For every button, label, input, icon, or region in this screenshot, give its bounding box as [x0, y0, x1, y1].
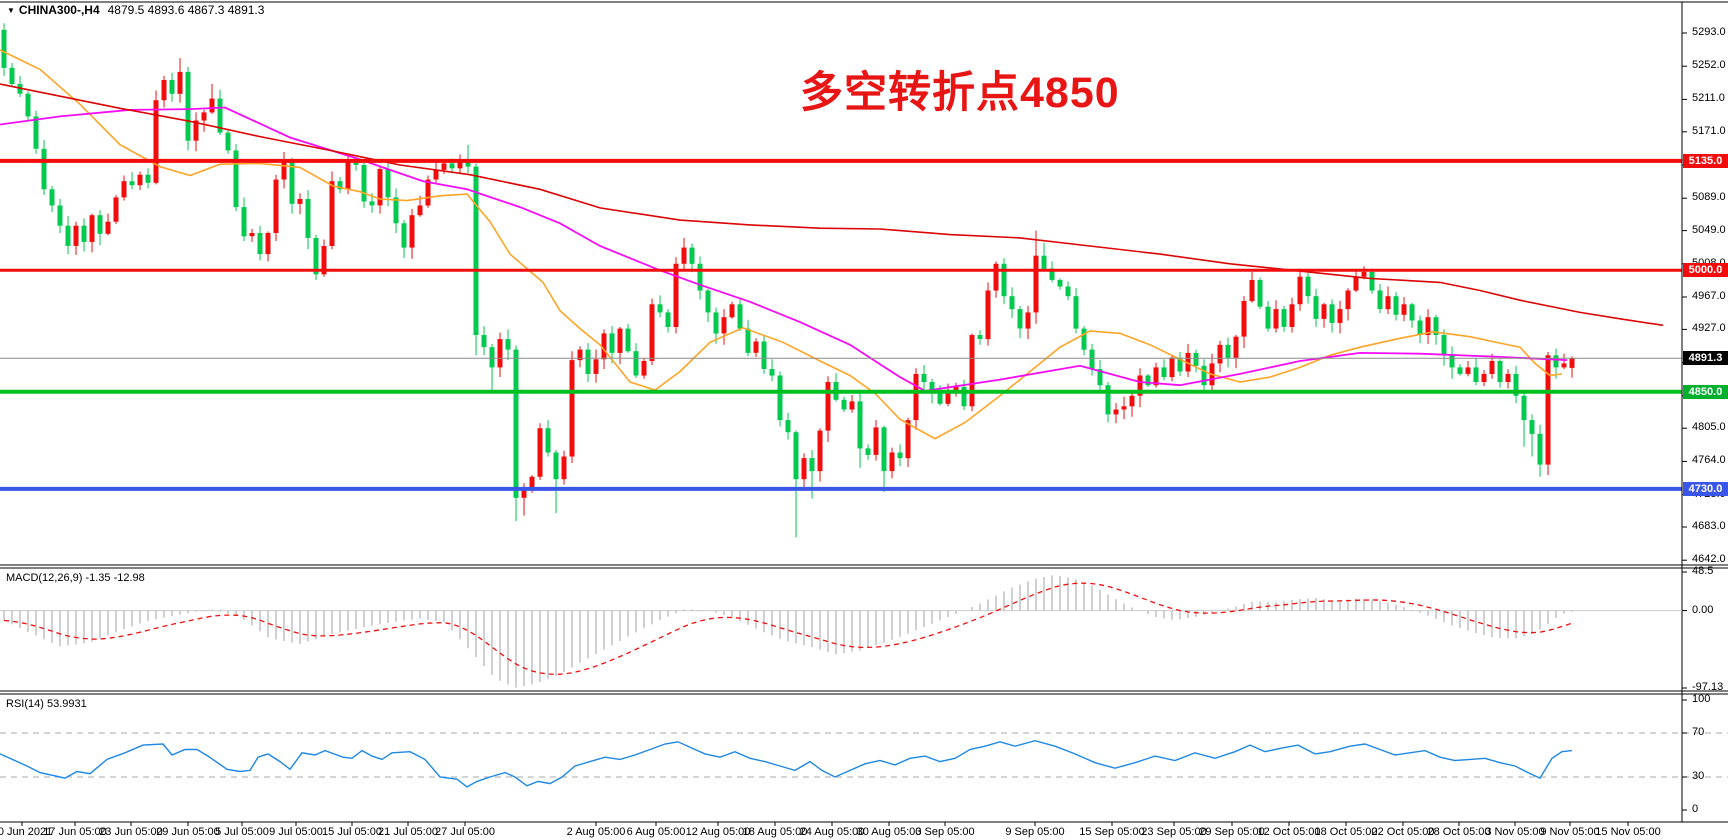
- time-label-15-Jul-05-00: 15 Jul 05:00: [322, 826, 382, 838]
- macd-scale-0.00: 0.00: [1692, 604, 1714, 616]
- macd-scale-48.5: 48.5: [1692, 565, 1714, 577]
- price-label-4927.0: 4927.0: [1692, 322, 1726, 334]
- time-label-15-Nov-05-00: 15 Nov 05:00: [1595, 826, 1661, 838]
- time-label-22-Oct-05-00: 22 Oct 05:00: [1371, 826, 1435, 838]
- time-label-17-Jun-05-00: 17 Jun 05:00: [43, 826, 107, 838]
- price-label-4683.0: 4683.0: [1692, 520, 1726, 532]
- time-label-10-Jun-2021: 10 Jun 2021: [0, 826, 53, 838]
- price-label-5252.0: 5252.0: [1692, 59, 1726, 71]
- rsi-scale-0: 0: [1692, 803, 1699, 815]
- time-label-28-Oct-05-00: 28 Oct 05:00: [1427, 826, 1491, 838]
- time-label-6-Aug-05-00: 6 Aug 05:00: [626, 826, 686, 838]
- time-label-12-Oct-05-00: 12 Oct 05:00: [1257, 826, 1321, 838]
- price-tag-5135.0: 5135.0: [1683, 154, 1728, 168]
- price-tag-5000.0: 5000.0: [1683, 263, 1728, 277]
- price-label-5211.0: 5211.0: [1692, 92, 1725, 104]
- time-label-18-Aug-05-00: 18 Aug 05:00: [742, 826, 808, 838]
- ma-magenta-line: [0, 106, 1568, 392]
- chart-title-bar: ▼ CHINA300-,H4 4879.5 4893.6 4867.3 4891.3: [7, 3, 264, 17]
- macd-histogram: [3, 575, 1573, 688]
- time-label-18-Oct-05-00: 18 Oct 05:00: [1314, 826, 1378, 838]
- rsi-indicator-label: RSI(14) 53.9931: [6, 698, 87, 710]
- price-tag-4730.0: 4730.0: [1683, 482, 1728, 496]
- ohlc-readout: 4879.5 4893.6 4867.3 4891.3: [107, 3, 265, 17]
- rsi-line: [0, 739, 1573, 788]
- symbol-dropdown-icon[interactable]: ▼: [7, 6, 15, 15]
- price-label-4967.0: 4967.0: [1692, 290, 1726, 302]
- macd-signal-line: [3, 582, 1573, 676]
- rsi-scale-100: 100: [1692, 693, 1711, 705]
- price-label-5293.0: 5293.0: [1692, 26, 1726, 38]
- time-label-29-Jun-05-00: 29 Jun 05:00: [156, 826, 220, 838]
- rsi-scale-70: 70: [1692, 726, 1705, 738]
- time-label-15-Sep-05-00: 15 Sep 05:00: [1079, 826, 1145, 838]
- time-label-23-Jun-05-00: 23 Jun 05:00: [99, 826, 163, 838]
- time-label-24-Aug-05-00: 24 Aug 05:00: [799, 826, 865, 838]
- time-label-23-Sep-05-00: 23 Sep 05:00: [1141, 826, 1207, 838]
- macd-indicator-label: MACD(12,26,9) -1.35 -12.98: [6, 572, 145, 584]
- price-tag-4891.3: 4891.3: [1683, 351, 1728, 365]
- time-label-21-Jul-05-00: 21 Jul 05:00: [378, 826, 438, 838]
- macd-scale--97.13: -97.13: [1692, 681, 1724, 693]
- time-label-2-Aug-05-00: 2 Aug 05:00: [566, 826, 626, 838]
- ma-orange-line: [0, 49, 1563, 440]
- time-label-27-Jul-05-00: 27 Jul 05:00: [435, 826, 495, 838]
- time-label-9-Nov-05-00: 9 Nov 05:00: [1540, 826, 1600, 838]
- price-label-5089.0: 5089.0: [1692, 191, 1726, 203]
- candles: [1, 23, 1575, 538]
- time-label-12-Aug-05-00: 12 Aug 05:00: [685, 826, 751, 838]
- price-label-4642.0: 4642.0: [1692, 553, 1726, 565]
- price-label-4805.0: 4805.0: [1692, 421, 1726, 433]
- price-label-5171.0: 5171.0: [1692, 125, 1726, 137]
- time-label-3-Sep-05-00: 3 Sep 05:00: [915, 826, 975, 838]
- time-label-9-Sep-05-00: 9 Sep 05:00: [1005, 826, 1065, 838]
- time-label-5-Jul-05-00: 5 Jul 05:00: [215, 826, 269, 838]
- ma-red-line: [0, 83, 1664, 327]
- time-label-29-Sep-05-00: 29 Sep 05:00: [1199, 826, 1265, 838]
- price-label-5049.0: 5049.0: [1692, 224, 1726, 236]
- time-label-3-Nov-05-00: 3 Nov 05:00: [1485, 826, 1545, 838]
- price-label-4764.0: 4764.0: [1692, 454, 1726, 466]
- price-tag-4850.0: 4850.0: [1683, 385, 1728, 399]
- rsi-scale-30: 30: [1692, 770, 1705, 782]
- time-label-9-Jul-05-00: 9 Jul 05:00: [269, 826, 323, 838]
- time-label-30-Aug-05-00: 30 Aug 05:00: [856, 826, 922, 838]
- turning-point-annotation: 多空转折点4850: [800, 69, 1120, 117]
- symbol-name: CHINA300-,H4: [18, 3, 100, 17]
